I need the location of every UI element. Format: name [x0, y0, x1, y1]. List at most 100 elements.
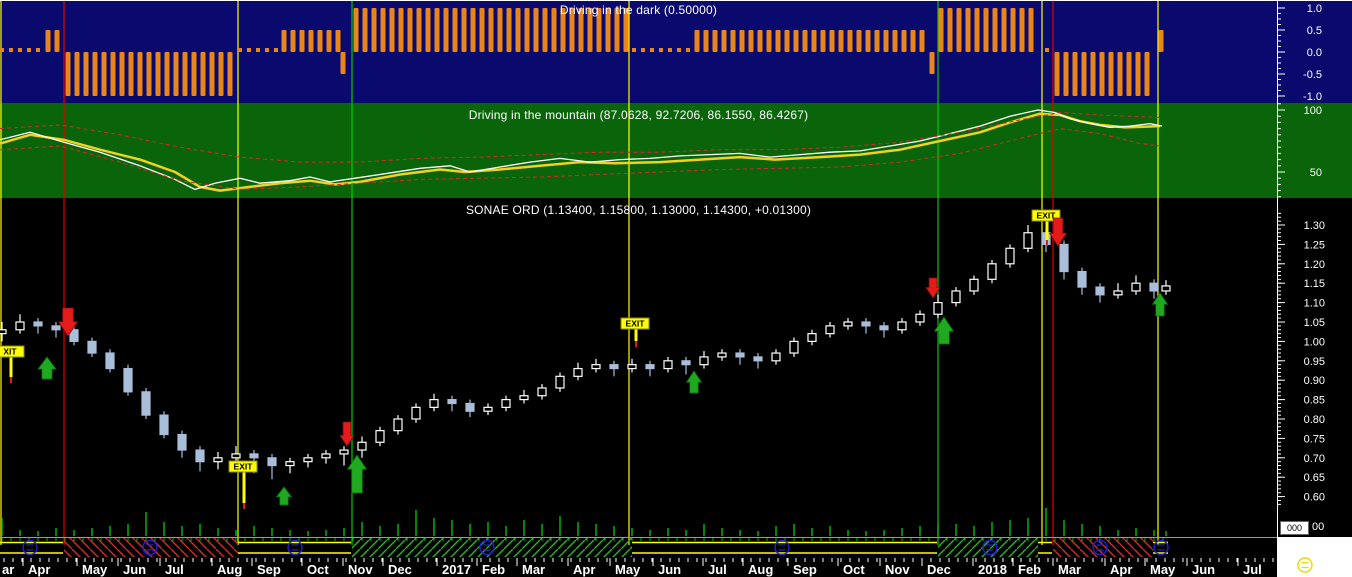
candle-body: [933, 302, 943, 315]
histogram-bar: [587, 8, 593, 52]
price-scale-label: 0.95: [1304, 356, 1325, 368]
dark-scale-label: -1.0: [1303, 91, 1322, 103]
timeline-month-label: Jul: [165, 562, 184, 577]
candle-body: [357, 441, 367, 451]
candle-body: [951, 290, 961, 304]
histogram-bar: [614, 8, 620, 52]
candle-body: [195, 449, 205, 463]
price-scale-label: 0.70: [1304, 453, 1325, 465]
histogram-bar: [497, 8, 503, 52]
histogram-bar: [238, 48, 242, 52]
histogram-bar: [1054, 52, 1060, 96]
ribbon-face-sad-icon: [142, 539, 158, 556]
histogram-bar: [65, 52, 71, 96]
histogram-bar: [992, 8, 998, 52]
candle-body: [159, 414, 169, 436]
price-scale-label: 0.80: [1304, 414, 1325, 426]
ribbon-face-neutral-icon: [1153, 539, 1169, 556]
ribbon-face-happy-icon: [479, 539, 495, 556]
candle-body: [447, 399, 457, 405]
histogram-bar: [757, 30, 763, 52]
candle-body: [483, 406, 493, 412]
buy-arrow-icon: [685, 370, 703, 394]
dark-scale-label: 0.0: [1307, 47, 1322, 59]
histogram-bar: [1135, 52, 1141, 96]
timeline-month-label: Aug: [217, 562, 242, 577]
histogram-bar: [748, 30, 754, 52]
histogram-bar: [865, 30, 871, 52]
timeline-month-label: Dec: [388, 562, 412, 577]
histogram-bar: [811, 30, 817, 52]
candle-body: [15, 321, 25, 331]
exit-label: XIT: [3, 347, 17, 357]
candle-body: [807, 333, 817, 343]
indicator-line-fast-white: [0, 109, 1163, 191]
candle-body: [141, 391, 151, 416]
histogram-bar: [983, 8, 989, 52]
candle-body: [213, 457, 223, 463]
candle-body: [501, 399, 511, 408]
histogram-bar: [218, 52, 224, 96]
mountain-scale-label: 50: [1310, 167, 1322, 179]
candle-body: [51, 325, 61, 331]
candle-body: [897, 321, 907, 331]
histogram-bar: [965, 8, 971, 52]
timeline-month-label: Apr: [28, 562, 50, 577]
histogram-bar: [569, 8, 575, 52]
histogram-bar: [874, 30, 880, 52]
candle-body: [0, 329, 7, 335]
histogram-bar: [265, 48, 269, 52]
timeline-month-label: Apr: [573, 562, 595, 577]
price-scale-label: 1.15: [1304, 278, 1325, 290]
price-scale-label: 1.10: [1304, 298, 1325, 310]
candle-body: [393, 418, 403, 432]
buy-arrow-icon: [346, 454, 368, 494]
buy-arrow-icon: [275, 486, 293, 506]
candle-body: [879, 325, 889, 331]
buy-arrow-icon: [933, 316, 955, 345]
histogram-bar: [1158, 30, 1164, 52]
candle-body: [87, 340, 97, 354]
exit-label-box: [1031, 209, 1061, 222]
histogram-bar: [1108, 52, 1114, 96]
histogram-bar: [623, 8, 629, 52]
timeline-month-label: Dec: [927, 562, 951, 577]
timeline-month-label: Apr: [1110, 562, 1132, 577]
price-scale-label: 0.65: [1304, 472, 1325, 484]
histogram-bar: [389, 8, 395, 52]
candle-body: [285, 461, 295, 467]
histogram-bar: [730, 30, 736, 52]
histogram-bar: [362, 8, 368, 52]
histogram-bar: [407, 8, 413, 52]
histogram-bar: [515, 8, 521, 52]
mountain-scale-label: 100: [1304, 105, 1322, 117]
candle-body: [1095, 286, 1105, 296]
candle-body: [1077, 270, 1087, 288]
histogram-bar: [0, 48, 4, 52]
price-scale-label: 1.25: [1304, 239, 1325, 251]
ribbon-segment-short: [1053, 538, 1153, 557]
histogram-bar: [182, 52, 188, 96]
timeline-month-label: Aug: [748, 562, 773, 577]
histogram-bar: [1090, 52, 1096, 96]
candle-body: [735, 352, 745, 358]
histogram-bar: [901, 30, 907, 52]
exit-label-box: [620, 317, 650, 330]
price-scale-label: 1.00: [1304, 336, 1325, 348]
histogram-bar: [443, 8, 449, 52]
dark-scale-label: 1.0: [1307, 3, 1322, 15]
histogram-bar: [137, 52, 143, 96]
histogram-bar: [883, 30, 889, 52]
histogram-bar: [1081, 52, 1087, 96]
histogram-bar: [92, 52, 98, 96]
histogram-bar: [677, 48, 681, 52]
histogram-bar: [340, 52, 346, 74]
candle-body: [519, 395, 529, 401]
histogram-bar: [694, 30, 700, 52]
exit-label-box: [0, 345, 25, 358]
histogram-bar: [317, 30, 323, 52]
price-scale-label: 1.20: [1304, 259, 1325, 271]
histogram-bar: [146, 52, 152, 96]
